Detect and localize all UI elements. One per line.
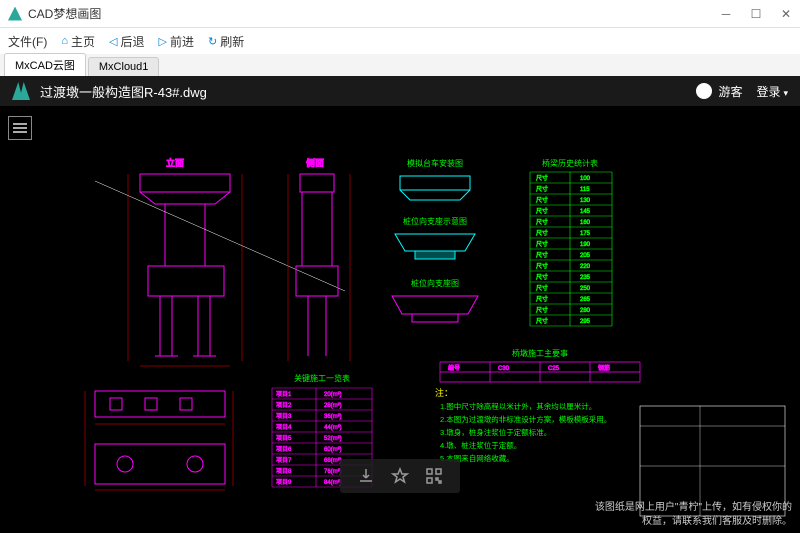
svg-text:2.本图为过渡墩的非标准设计方案，模板模板采用。: 2.本图为过渡墩的非标准设计方案，模板模板采用。 — [440, 414, 611, 424]
svg-text:尺寸: 尺寸 — [536, 229, 548, 237]
svg-text:190: 190 — [580, 242, 591, 248]
svg-text:4.墩、桩注浆位于定额。: 4.墩、桩注浆位于定额。 — [440, 440, 521, 450]
svg-text:桩位向支座示意图: 桩位向支座示意图 — [403, 216, 467, 226]
svg-text:175: 175 — [580, 231, 591, 237]
menu-refresh[interactable]: ↻刷新 — [208, 33, 244, 50]
svg-text:项目6: 项目6 — [276, 446, 292, 453]
svg-text:145: 145 — [580, 209, 591, 215]
user-label: 游客 — [718, 83, 742, 100]
svg-text:尺寸: 尺寸 — [536, 174, 548, 182]
qrcode-button[interactable] — [424, 466, 444, 486]
svg-text:项目7: 项目7 — [276, 457, 292, 464]
svg-text:160: 160 — [580, 220, 591, 226]
svg-text:项目5: 项目5 — [276, 435, 292, 442]
download-button[interactable] — [356, 466, 376, 486]
chevron-down-icon: ▾ — [783, 88, 788, 98]
svg-text:205: 205 — [580, 253, 591, 259]
tab-mxcloud1[interactable]: MxCloud1 — [88, 57, 160, 76]
svg-text:尺寸: 尺寸 — [536, 251, 548, 259]
svg-text:项目3: 项目3 — [276, 413, 292, 420]
svg-text:尺寸: 尺寸 — [536, 284, 548, 292]
svg-text:尺寸: 尺寸 — [536, 196, 548, 204]
menu-file[interactable]: 文件(F) — [8, 33, 47, 50]
svg-text:尺寸: 尺寸 — [536, 306, 548, 314]
svg-text:1.图中尺寸除高程以米计外，其余均以厘米计。: 1.图中尺寸除高程以米计外，其余均以厘米计。 — [440, 401, 596, 411]
svg-text:桥梁历史统计表: 桥梁历史统计表 — [542, 158, 598, 168]
svg-text:项目1: 项目1 — [276, 391, 292, 398]
svg-text:265: 265 — [580, 297, 591, 303]
svg-text:44(m³): 44(m³) — [324, 425, 342, 431]
svg-text:C25: C25 — [548, 366, 560, 372]
svg-text:注：: 注： — [435, 387, 453, 398]
svg-text:立面: 立面 — [166, 157, 184, 168]
svg-text:项目9: 项目9 — [276, 479, 292, 486]
svg-text:尺寸: 尺寸 — [536, 295, 548, 303]
menu-back[interactable]: ◁后退 — [109, 33, 144, 50]
svg-text:编号: 编号 — [448, 364, 460, 372]
svg-text:280: 280 — [580, 308, 591, 314]
home-icon: ⌂ — [61, 35, 68, 47]
svg-text:侧面: 侧面 — [306, 157, 324, 168]
svg-text:尺寸: 尺寸 — [536, 240, 548, 248]
svg-text:C30: C30 — [498, 366, 510, 372]
svg-text:220: 220 — [580, 264, 591, 270]
bottom-toolbar — [340, 459, 460, 493]
menu-forward[interactable]: ▷前进 — [158, 33, 193, 50]
maximize-button[interactable]: ☐ — [750, 8, 762, 20]
disclaimer-text: 该图纸是网上用户"青柠"上传，如有侵权你的 权益，请联系我们客服及时删除。 — [595, 501, 792, 529]
svg-text:项目4: 项目4 — [276, 424, 292, 431]
svg-text:3.墩身，桩身注浆位于定额标准。: 3.墩身，桩身注浆位于定额标准。 — [440, 427, 551, 437]
svg-text:尺寸: 尺寸 — [536, 262, 548, 270]
svg-text:250: 250 — [580, 286, 591, 292]
avatar-icon — [696, 83, 712, 99]
svg-text:235: 235 — [580, 275, 591, 281]
svg-text:28(m³): 28(m³) — [324, 403, 342, 409]
svg-text:130: 130 — [580, 198, 591, 204]
svg-text:36(m³): 36(m³) — [324, 414, 342, 420]
menu-home[interactable]: ⌂主页 — [61, 33, 95, 50]
svg-text:295: 295 — [580, 319, 591, 325]
login-button[interactable]: 登录▾ — [756, 83, 788, 100]
svg-text:项目2: 项目2 — [276, 402, 292, 409]
svg-text:52(m³): 52(m³) — [324, 436, 342, 442]
tab-mxcad-cloud[interactable]: MxCAD云图 — [4, 53, 86, 76]
svg-text:尺寸: 尺寸 — [536, 218, 548, 226]
svg-text:模拟台车安装图: 模拟台车安装图 — [407, 158, 463, 168]
forward-icon: ▷ — [158, 35, 166, 48]
svg-text:桥墩施工主要事: 桥墩施工主要事 — [512, 348, 568, 358]
viewer-logo-icon — [12, 82, 30, 100]
close-button[interactable]: ✕ — [780, 8, 792, 20]
svg-text:115: 115 — [580, 187, 590, 193]
minimize-button[interactable]: ─ — [720, 8, 732, 20]
svg-text:尺寸: 尺寸 — [536, 207, 548, 215]
svg-text:项目8: 项目8 — [276, 468, 292, 475]
svg-text:60(m³): 60(m³) — [324, 447, 342, 453]
app-logo-icon — [8, 7, 22, 21]
svg-text:尺寸: 尺寸 — [536, 317, 548, 325]
file-title: 过渡墩一般构造图R-43#.dwg — [40, 82, 696, 101]
svg-text:尺寸: 尺寸 — [536, 185, 548, 193]
svg-text:20(m³): 20(m³) — [324, 392, 342, 398]
svg-text:钢筋: 钢筋 — [598, 364, 610, 372]
svg-text:桩位向支座图: 桩位向支座图 — [411, 278, 459, 288]
favorite-button[interactable] — [390, 466, 410, 486]
window-title: CAD梦想画图 — [28, 5, 720, 22]
back-icon: ◁ — [109, 35, 117, 48]
svg-text:尺寸: 尺寸 — [536, 273, 548, 281]
svg-text:关键施工一览表: 关键施工一览表 — [294, 373, 350, 383]
refresh-icon: ↻ — [208, 35, 217, 48]
svg-text:100: 100 — [580, 176, 591, 182]
